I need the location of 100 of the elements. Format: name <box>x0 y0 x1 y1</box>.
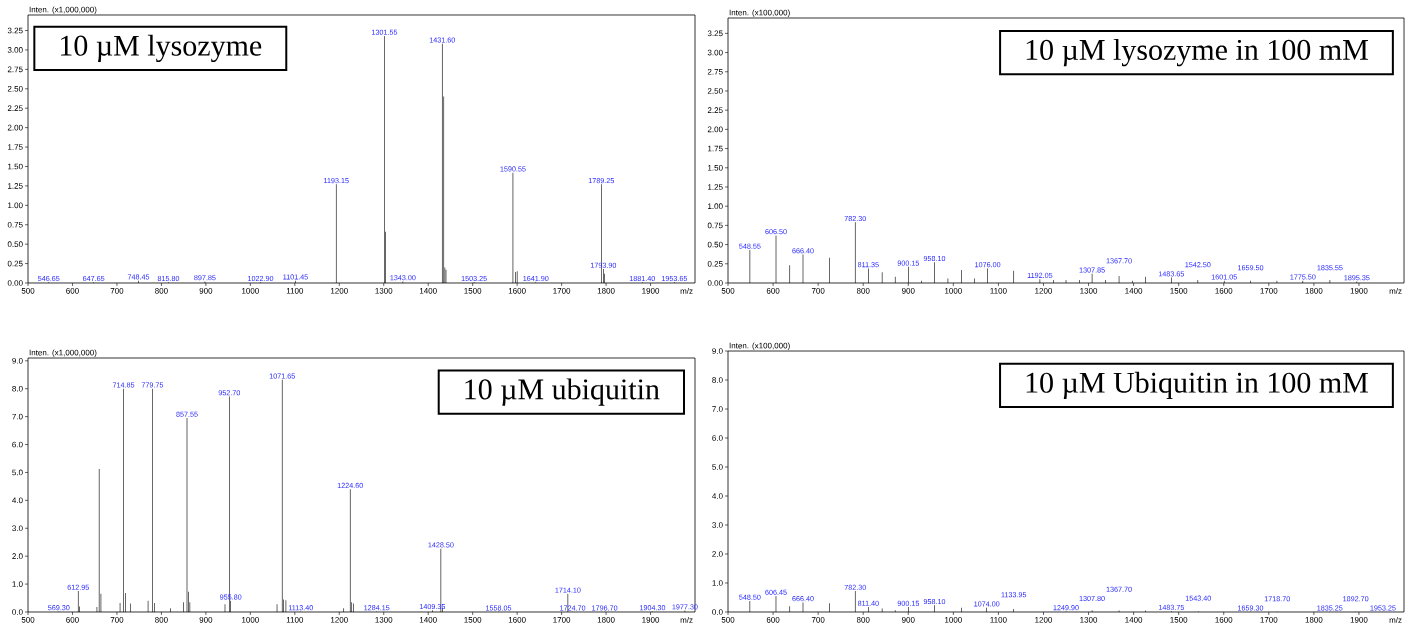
y-tick-label: 5.0 <box>712 464 723 470</box>
x-tick-label: 1700 <box>1260 617 1278 623</box>
y-axis-title: Inten. (x100,000) <box>729 9 790 17</box>
x-tick-label: 700 <box>811 288 825 294</box>
y-axis-title: Inten. (x1,000,000) <box>29 349 97 358</box>
y-tick-label: 1.50 <box>708 164 723 171</box>
y-tick-label: 1.25 <box>8 183 23 189</box>
x-tick-label: 900 <box>901 617 915 623</box>
y-tick-label: 4.0 <box>12 497 23 504</box>
y-tick-label: 3.00 <box>707 49 723 56</box>
x-tick-label: 1900 <box>642 617 660 623</box>
x-tick-label: 800 <box>856 617 870 623</box>
x-axis-title: m/z <box>1389 287 1402 294</box>
y-tick-label: 2.0 <box>12 553 23 559</box>
x-tick-label: 1800 <box>1305 288 1323 294</box>
y-tick-label: 1.00 <box>708 203 723 209</box>
x-tick-label: 1400 <box>1125 617 1143 623</box>
x-tick-label: 1500 <box>1170 617 1188 623</box>
y-tick-label: 0.50 <box>7 241 23 247</box>
x-tick-label: 500 <box>721 288 735 294</box>
x-tick-label: 1500 <box>464 288 482 294</box>
x-tick-label: 500 <box>721 617 735 623</box>
y-tick-label: 3.0 <box>712 522 723 528</box>
x-tick-label: 1000 <box>242 617 259 623</box>
x-tick-label: 1300 <box>375 617 393 623</box>
y-axis-title: Inten. (x100,000) <box>729 342 790 351</box>
x-tick-label: 1700 <box>553 617 571 623</box>
x-tick-label: 1600 <box>1215 617 1233 623</box>
x-axis-title: m/z <box>1389 616 1402 623</box>
x-tick-label: 600 <box>66 617 79 623</box>
y-tick-label: 1.50 <box>8 163 23 170</box>
y-tick-label: 0.00 <box>707 280 723 286</box>
text: 10 µM lysozyme <box>60 34 262 62</box>
y-tick-label: 2.75 <box>707 68 723 75</box>
y-tick-label: 2.25 <box>7 105 23 112</box>
y-tick-label: 9.0 <box>12 357 23 364</box>
y-tick-label: 1.25 <box>708 184 723 190</box>
x-tick-label: 600 <box>766 288 780 294</box>
y-tick-label: 0.75 <box>7 221 23 228</box>
text: 10 µM Ubiquitin in 100 mM <box>1026 371 1368 399</box>
y-tick-label: 0.00 <box>7 280 23 286</box>
y-tick-label: 0.25 <box>7 260 23 267</box>
x-tick-label: 1400 <box>419 288 437 294</box>
y-tick-label: 7.0 <box>12 413 23 420</box>
y-tick-label: 1.0 <box>712 580 723 586</box>
y-tick-label: 1.00 <box>8 202 23 209</box>
x-tick-label: 1900 <box>1350 617 1368 623</box>
x-tick-label: 1300 <box>1080 288 1098 294</box>
x-tick-label: 1100 <box>286 617 304 623</box>
x-tick-label: 1100 <box>286 288 304 294</box>
y-tick-label: 0.25 <box>707 260 723 267</box>
y-tick-label: 1.75 <box>8 144 23 150</box>
x-tick-label: 600 <box>766 617 780 623</box>
x-tick-label: 500 <box>21 617 35 623</box>
x-tick-label: 1200 <box>330 288 348 294</box>
y-tick-label: 9.0 <box>712 348 723 354</box>
x-tick-label: 1900 <box>1350 288 1368 294</box>
x-tick-label: 1300 <box>1080 617 1098 623</box>
y-tick-label: 3.25 <box>707 30 723 37</box>
x-tick-label: 900 <box>199 288 213 294</box>
y-tick-label: 2.50 <box>7 85 23 92</box>
x-tick-label: 900 <box>901 288 915 294</box>
x-tick-label: 1800 <box>597 288 615 294</box>
y-tick-label: 6.0 <box>12 441 23 448</box>
x-tick-label: 800 <box>155 288 168 294</box>
text: 10 µM lysozyme in 100 mM <box>1026 38 1368 67</box>
x-tick-label: 1100 <box>990 617 1007 623</box>
y-tick-label: 8.0 <box>712 377 723 383</box>
x-tick-label: 1700 <box>553 288 571 294</box>
y-tick-label: 0.75 <box>707 222 723 229</box>
x-tick-label: 1000 <box>242 288 259 294</box>
x-tick-label: 500 <box>21 288 35 294</box>
x-tick-label: 1700 <box>1260 288 1278 294</box>
x-tick-label: 1400 <box>419 617 437 623</box>
x-tick-label: 1600 <box>508 288 526 294</box>
x-axis-title: m/z <box>680 616 693 623</box>
y-tick-label: 0.50 <box>707 241 723 248</box>
y-tick-label: 8.0 <box>12 385 23 392</box>
x-tick-label: 1500 <box>1170 288 1188 294</box>
x-tick-label: 700 <box>110 617 124 623</box>
y-tick-label: 2.75 <box>7 66 23 73</box>
x-tick-label: 700 <box>811 617 825 623</box>
x-tick-label: 800 <box>155 617 168 623</box>
x-tick-label: 600 <box>66 288 79 294</box>
text: 10 µM ubiquitin <box>465 378 660 406</box>
x-tick-label: 1000 <box>945 617 962 623</box>
y-tick-label: 0.0 <box>712 609 723 615</box>
x-tick-label: 900 <box>199 617 213 623</box>
y-axis-title: Inten. (x1,000,000) <box>29 6 97 14</box>
x-tick-label: 700 <box>110 288 124 294</box>
y-tick-label: 6.0 <box>712 435 723 441</box>
x-tick-label: 1900 <box>642 288 660 294</box>
y-tick-label: 2.0 <box>712 551 723 557</box>
y-tick-label: 4.0 <box>712 493 723 499</box>
y-tick-label: 3.25 <box>7 27 23 34</box>
x-tick-label: 1100 <box>990 288 1007 294</box>
y-tick-label: 3.00 <box>7 47 23 53</box>
y-tick-label: 1.75 <box>708 145 723 152</box>
x-tick-label: 1000 <box>945 288 962 294</box>
x-tick-label: 1800 <box>597 617 615 623</box>
